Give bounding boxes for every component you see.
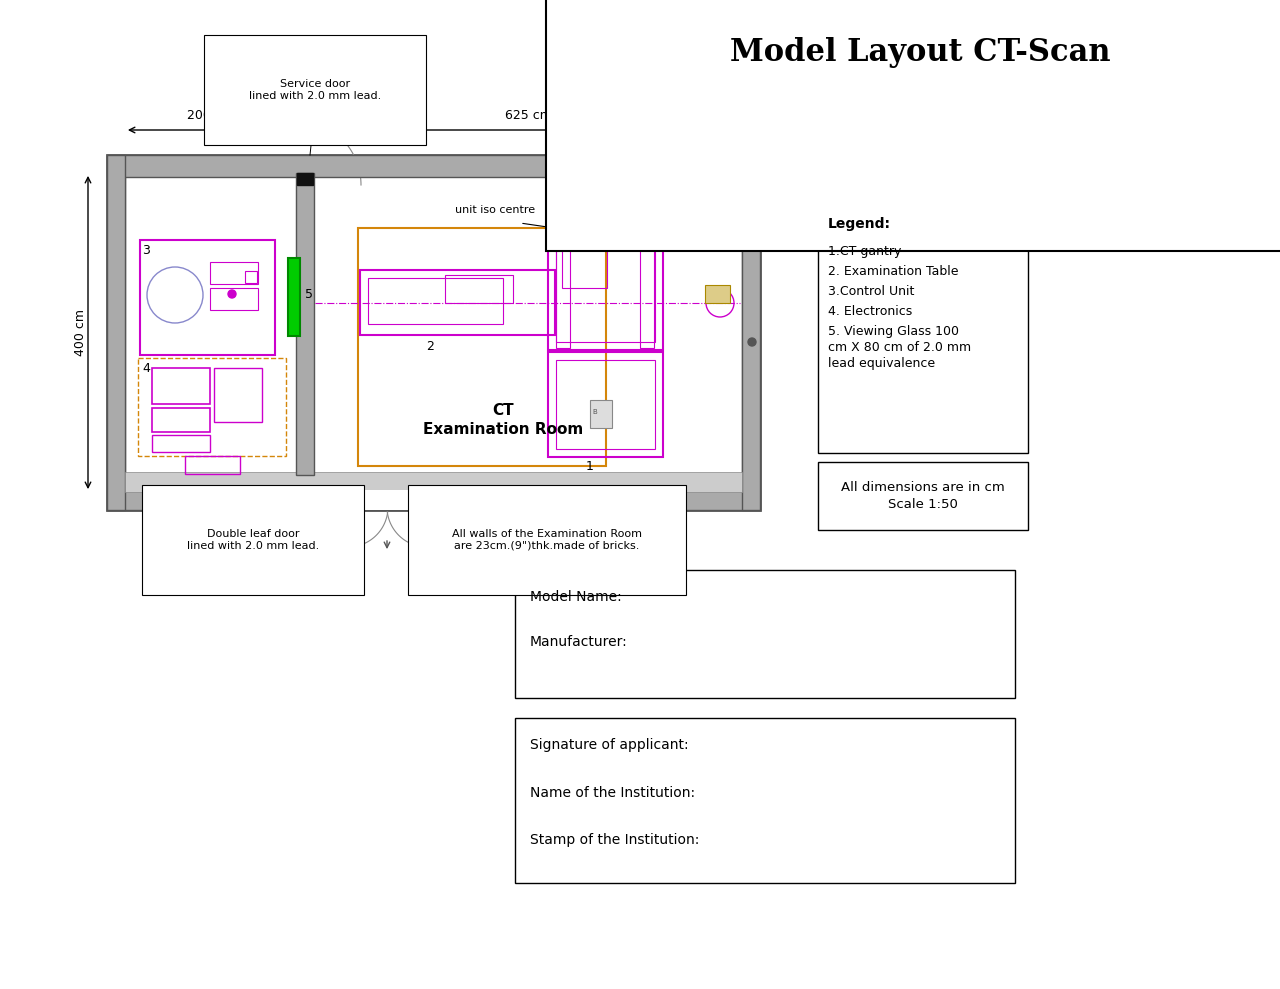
Bar [152, 435, 210, 452]
Bar [152, 408, 210, 432]
Text: Double leaf door
lined with 2.0 mm lead.: Double leaf door lined with 2.0 mm lead. [187, 529, 319, 551]
Bar [818, 462, 1028, 530]
Text: Model Name:: Model Name: [530, 590, 622, 604]
Text: 5: 5 [305, 289, 314, 302]
Text: 4: 4 [142, 362, 150, 375]
Bar [152, 368, 210, 404]
Bar [297, 173, 314, 185]
Bar [358, 228, 605, 466]
Bar [562, 190, 607, 245]
Bar [108, 155, 760, 177]
Text: Name of the Institution:: Name of the Institution: [530, 786, 695, 800]
Bar [342, 490, 347, 510]
Bar [640, 183, 654, 348]
Bar [548, 175, 663, 350]
Bar [548, 352, 663, 457]
Bar [288, 258, 300, 336]
Bar [556, 360, 655, 449]
Text: B: B [593, 409, 598, 415]
Bar [818, 205, 1028, 453]
Bar [108, 155, 760, 510]
Bar [210, 288, 259, 310]
Text: 2: 2 [426, 340, 434, 353]
Text: Model Layout CT-Scan: Model Layout CT-Scan [730, 37, 1110, 67]
Bar [125, 472, 742, 492]
Text: Stamp of the Institution:: Stamp of the Institution: [530, 833, 699, 847]
Bar [138, 358, 285, 456]
Bar [590, 400, 612, 428]
Bar [186, 456, 241, 474]
Bar [125, 173, 742, 492]
Bar [515, 570, 1015, 698]
Circle shape [748, 338, 756, 346]
Text: unit iso centre: unit iso centre [454, 205, 535, 215]
Text: Signature of applicant:: Signature of applicant: [530, 738, 689, 752]
Bar [428, 490, 433, 510]
Text: CT
Examination Room: CT Examination Room [422, 403, 584, 437]
Bar [556, 183, 655, 342]
Text: 3: 3 [142, 244, 150, 257]
Bar [140, 240, 275, 355]
Text: 1: 1 [586, 460, 594, 473]
Bar [108, 155, 125, 510]
Bar [244, 271, 257, 283]
Bar [556, 183, 570, 348]
Text: 4. Electronics: 4. Electronics [828, 305, 913, 318]
Text: 625 cm: 625 cm [504, 109, 552, 122]
Text: All walls of the Examination Room
are 23cm.(9")thk.made of bricks.: All walls of the Examination Room are 23… [452, 529, 643, 551]
Bar [515, 718, 1015, 883]
Text: 200 cm: 200 cm [187, 109, 234, 122]
Bar [369, 278, 503, 324]
Text: Legend:: Legend: [828, 217, 891, 231]
Bar [360, 270, 556, 335]
Circle shape [228, 290, 236, 298]
Bar [296, 173, 314, 475]
Bar [346, 490, 430, 510]
Text: 5. Viewing Glass 100
cm X 80 cm of 2.0 mm
lead equivalence: 5. Viewing Glass 100 cm X 80 cm of 2.0 m… [828, 325, 972, 370]
Bar [214, 368, 262, 422]
Text: Service door
lined with 2.0 mm lead.: Service door lined with 2.0 mm lead. [248, 79, 381, 101]
Text: 3.Control Unit: 3.Control Unit [828, 285, 914, 298]
Bar [562, 248, 607, 288]
Text: 1.CT gantry: 1.CT gantry [828, 245, 901, 258]
Bar [108, 490, 760, 510]
Bar [445, 275, 513, 303]
Text: 400 cm: 400 cm [73, 309, 87, 356]
Text: Manufacturer:: Manufacturer: [530, 635, 627, 649]
Text: 2. Examination Table: 2. Examination Table [828, 265, 959, 278]
Bar [210, 262, 259, 284]
Bar [742, 155, 760, 510]
Text: All dimensions are in cm
Scale 1:50: All dimensions are in cm Scale 1:50 [841, 481, 1005, 511]
Bar [705, 285, 730, 303]
